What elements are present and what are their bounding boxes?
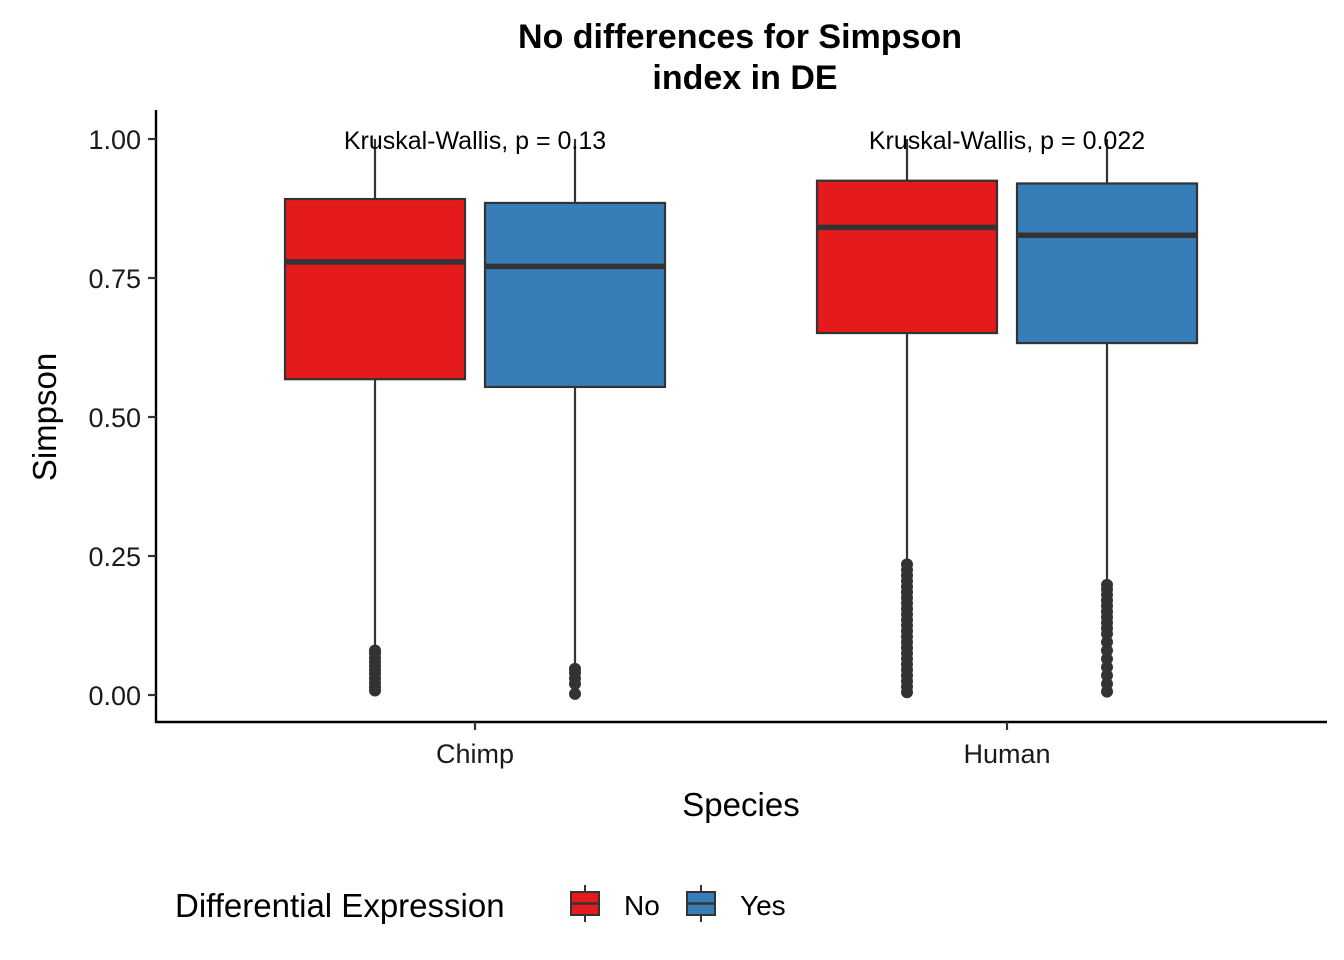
y-tick-label: 0.25 <box>88 542 141 572</box>
y-axis-title: Simpson <box>26 353 63 481</box>
y-tick-label: 0.00 <box>88 681 141 711</box>
y-axis-ticks: 0.00 0.25 0.50 0.75 1.00 <box>88 125 156 711</box>
outlier-point <box>1101 652 1113 665</box>
legend-key-no <box>570 885 600 922</box>
y-tick-label: 0.75 <box>88 264 141 294</box>
box-iqr <box>283 197 467 381</box>
outlier-point <box>369 644 381 657</box>
outlier-point <box>569 662 581 675</box>
plot-area <box>283 139 1199 700</box>
outlier-point <box>1101 644 1113 657</box>
chart-title-line-2: index in DE <box>652 59 837 97</box>
box-no-chimp <box>283 139 467 697</box>
x-tick-label: Chimp <box>436 739 514 769</box>
box-yes-chimp <box>483 139 667 700</box>
outlier-point <box>1101 669 1113 682</box>
box-iqr <box>483 201 667 389</box>
box-iqr <box>815 179 999 335</box>
legend-keys: No Yes <box>570 885 786 922</box>
outlier-point <box>1101 578 1113 591</box>
x-axis-ticks: Chimp Human <box>436 722 1051 769</box>
legend-label-yes: Yes <box>740 890 786 921</box>
kruskal-wallis-annotation: Kruskal-Wallis, p = 0.13 <box>344 127 606 155</box>
kruskal-wallis-annotation: Kruskal-Wallis, p = 0.022 <box>869 127 1145 155</box>
outlier-point <box>1101 661 1113 674</box>
box-yes-human <box>1015 139 1199 698</box>
legend-key-yes <box>686 885 716 922</box>
legend-title: Differential Expression <box>175 887 505 924</box>
annotations: Kruskal-Wallis, p = 0.13 Kruskal-Wallis, … <box>344 127 1145 155</box>
outlier-point <box>569 687 581 700</box>
y-tick-label: 1.00 <box>88 125 141 155</box>
box-iqr <box>1015 182 1199 345</box>
legend: Differential Expression No Yes <box>175 885 786 924</box>
x-axis-title: Species <box>682 786 799 823</box>
outlier-point <box>1101 636 1113 649</box>
legend-label-no: No <box>624 890 660 921</box>
outlier-point <box>901 558 913 571</box>
box-no-human <box>815 139 999 699</box>
chart-title-line-1: No differences for Simpson <box>518 18 962 56</box>
x-tick-label: Human <box>963 739 1050 769</box>
outlier-point <box>1101 677 1113 690</box>
y-tick-label: 0.50 <box>88 403 141 433</box>
